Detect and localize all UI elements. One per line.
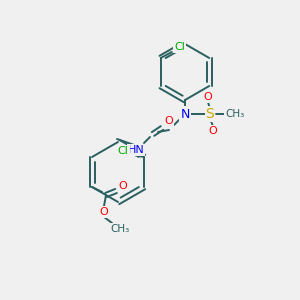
Text: O: O: [204, 92, 212, 102]
Text: Cl: Cl: [118, 146, 128, 156]
Text: CH₃: CH₃: [225, 109, 244, 119]
Text: O: O: [118, 181, 127, 191]
Text: Cl: Cl: [174, 42, 185, 52]
Text: S: S: [206, 107, 214, 121]
Text: HN: HN: [128, 145, 144, 155]
Text: CH₃: CH₃: [110, 224, 130, 234]
Text: O: O: [100, 207, 108, 217]
Text: O: O: [165, 116, 173, 126]
Text: N: N: [180, 107, 190, 121]
Text: O: O: [208, 126, 217, 136]
